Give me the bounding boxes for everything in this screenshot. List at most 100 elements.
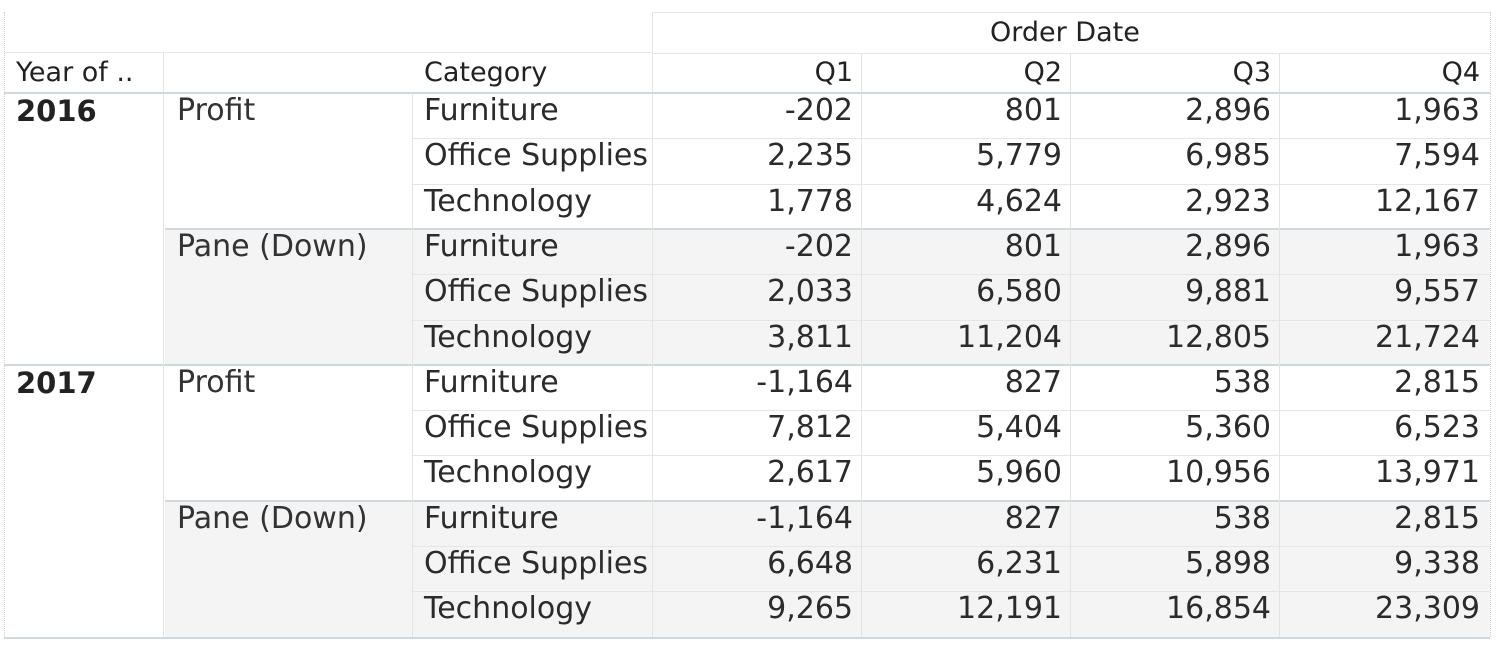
measure-separator	[165, 499, 1490, 502]
category-label[interactable]: Technology	[424, 319, 593, 355]
table-cell-q1[interactable]: 2,033	[767, 274, 853, 310]
category-label[interactable]: Office Supplies	[424, 546, 649, 581]
quarter-header-q2[interactable]: Q2	[1023, 57, 1062, 88]
year-header[interactable]: Year of ..	[16, 57, 134, 88]
table-cell-q1[interactable]: 6,648	[767, 546, 853, 581]
measure-label[interactable]: Pane (Down)	[177, 228, 368, 264]
measure-column-divider	[412, 93, 413, 637]
table-bottom-border	[4, 636, 1490, 639]
table-cell-q4[interactable]: 2,815	[1394, 500, 1480, 536]
table-right-dotted	[1490, 93, 1492, 637]
table-cell-q1[interactable]: 3,811	[767, 319, 853, 355]
category-label[interactable]: Furniture	[424, 228, 559, 264]
row-separator	[412, 455, 1490, 457]
quarter-header-q4[interactable]: Q4	[1441, 57, 1480, 88]
row-separator	[412, 274, 1490, 276]
table-cell-q2[interactable]: 12,191	[957, 591, 1062, 627]
category-label[interactable]: Furniture	[424, 500, 559, 536]
table-cell-q1[interactable]: -1,164	[756, 364, 853, 400]
year-separator	[4, 92, 1490, 94]
table-cell-q3[interactable]: 6,985	[1185, 138, 1271, 174]
table-cell-q2[interactable]: 801	[1004, 228, 1062, 264]
category-column-divider	[652, 93, 653, 637]
table-cell-q4[interactable]: 2,815	[1394, 364, 1480, 400]
table-cell-q3[interactable]: 16,854	[1166, 591, 1271, 627]
table-cell-q2[interactable]: 11,204	[957, 319, 1062, 355]
table-cell-q4[interactable]: 1,963	[1394, 228, 1480, 264]
table-cell-q2[interactable]: 5,779	[976, 138, 1062, 174]
table-cell-q1[interactable]: 2,235	[767, 138, 853, 174]
header-left-dotted	[4, 12, 6, 92]
row-separator	[412, 319, 1490, 321]
column-group-divider	[652, 53, 1490, 54]
table-cell-q4[interactable]: 13,971	[1375, 455, 1480, 491]
table-cell-q4[interactable]: 12,167	[1375, 183, 1480, 219]
pane-shading	[165, 228, 1490, 365]
year-label[interactable]: 2017	[16, 365, 97, 400]
table-cell-q1[interactable]: -202	[784, 228, 853, 264]
table-cell-q2[interactable]: 4,624	[976, 183, 1062, 219]
table-cell-q3[interactable]: 2,923	[1185, 183, 1271, 219]
row-separator	[412, 138, 1490, 140]
row-separator	[412, 183, 1490, 185]
year-separator	[4, 363, 1490, 366]
table-cell-q3[interactable]: 538	[1213, 500, 1271, 536]
row-separator	[412, 410, 1490, 412]
quarter-header-divider	[1279, 54, 1280, 92]
table-cell-q3[interactable]: 538	[1213, 364, 1271, 400]
table-cell-q1[interactable]: 9,265	[767, 591, 853, 627]
table-cell-q2[interactable]: 801	[1004, 93, 1062, 128]
category-label[interactable]: Technology	[424, 183, 593, 219]
table-cell-q2[interactable]: 827	[1004, 500, 1062, 536]
table-cell-q3[interactable]: 9,881	[1185, 274, 1271, 310]
table-cell-q1[interactable]: -202	[784, 93, 853, 128]
table-cell-q2[interactable]: 6,580	[976, 274, 1062, 310]
header-right-dotted	[1490, 12, 1492, 92]
header-top-border	[652, 12, 1490, 13]
table-left-dotted	[4, 93, 6, 637]
table-cell-q3[interactable]: 12,805	[1166, 319, 1271, 355]
table-cell-q1[interactable]: 1,778	[767, 183, 853, 219]
column-group-header[interactable]: Order Date	[990, 17, 1140, 48]
quarter-header-divider	[861, 54, 862, 92]
measure-label[interactable]: Profit	[177, 364, 256, 400]
table-cell-q1[interactable]: -1,164	[756, 500, 853, 536]
quarter-header-q1[interactable]: Q1	[814, 57, 853, 88]
table-cell-q3[interactable]: 5,898	[1185, 546, 1271, 581]
quarter-header-divider	[1070, 54, 1071, 92]
category-label[interactable]: Technology	[424, 591, 593, 627]
table-cell-q2[interactable]: 5,960	[976, 455, 1062, 491]
category-label[interactable]: Furniture	[424, 364, 559, 400]
measure-label[interactable]: Profit	[177, 93, 256, 128]
year-column-divider	[163, 93, 164, 637]
quarter-column-divider	[1070, 93, 1071, 637]
table-cell-q4[interactable]: 21,724	[1375, 319, 1480, 355]
table-cell-q4[interactable]: 7,594	[1394, 138, 1480, 174]
table-cell-q4[interactable]: 1,963	[1394, 93, 1480, 128]
table-cell-q2[interactable]: 827	[1004, 364, 1062, 400]
category-label[interactable]: Technology	[424, 455, 593, 491]
category-label[interactable]: Office Supplies	[424, 274, 649, 310]
table-cell-q3[interactable]: 2,896	[1185, 228, 1271, 264]
table-cell-q3[interactable]: 2,896	[1185, 93, 1271, 128]
table-cell-q1[interactable]: 7,812	[767, 410, 853, 446]
category-header[interactable]: Category	[424, 57, 548, 88]
table-cell-q4[interactable]: 23,309	[1375, 591, 1480, 627]
table-cell-q1[interactable]: 2,617	[767, 455, 853, 491]
year-label[interactable]: 2016	[16, 94, 97, 128]
category-label[interactable]: Furniture	[424, 93, 559, 128]
table-cell-q4[interactable]: 9,557	[1394, 274, 1480, 310]
measure-label[interactable]: Pane (Down)	[177, 500, 368, 536]
category-label[interactable]: Office Supplies	[424, 138, 649, 174]
table-cell-q2[interactable]: 5,404	[976, 410, 1062, 446]
quarter-column-divider	[861, 93, 862, 637]
table-cell-q3[interactable]: 5,360	[1185, 410, 1271, 446]
quarter-header-q3[interactable]: Q3	[1232, 57, 1271, 88]
table-cell-q3[interactable]: 10,956	[1166, 455, 1271, 491]
row-separator	[412, 546, 1490, 547]
table-cell-q4[interactable]: 9,338	[1394, 546, 1480, 581]
category-label[interactable]: Office Supplies	[424, 410, 649, 446]
table-cell-q4[interactable]: 6,523	[1394, 410, 1480, 446]
pane-shading	[165, 500, 1490, 637]
table-cell-q2[interactable]: 6,231	[976, 546, 1062, 581]
